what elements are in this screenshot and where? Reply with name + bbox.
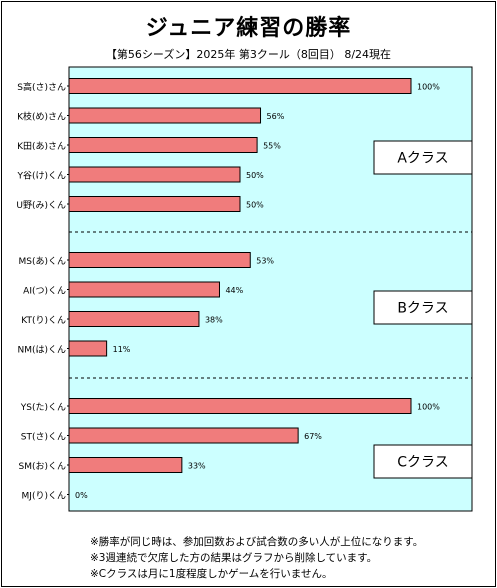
bar (68, 311, 200, 327)
data-label: 38% (205, 316, 223, 325)
footnote: ※勝率が同じ時は、参加回数および試合数の多い人が上位になります。 (90, 536, 424, 548)
data-label: 0% (75, 491, 88, 500)
category-label: K田(あ)さん (17, 141, 66, 152)
category-label: SM(お)くん (18, 461, 66, 472)
category-label: K枝(め)さん (17, 111, 66, 123)
data-label: 44% (225, 286, 243, 295)
category-label: MJ(り)くん (22, 491, 66, 502)
data-label: 100% (417, 403, 440, 412)
footnote: ※3週連続で欠席した方の結果はグラフから削除しています。 (90, 552, 378, 564)
footnote: ※Cクラスは月に1度程度しかゲームを行いません。 (90, 568, 333, 580)
data-label: 56% (267, 112, 285, 121)
class-label: Cクラス (397, 455, 449, 471)
category-label: ST(さ)くん (21, 432, 66, 443)
category-label: AI(つ)くん (23, 286, 66, 297)
category-label: Y谷(け)くん (16, 171, 66, 182)
bar (68, 281, 220, 298)
bar (68, 427, 299, 444)
footnotes: ※勝率が同じ時は、参加回数および試合数の多い人が上位になります。 ※3週連続で欠… (90, 534, 423, 582)
category-label: U野(み)くん (16, 200, 66, 211)
data-label: 55% (263, 142, 281, 151)
bar (68, 398, 412, 414)
bar (68, 107, 262, 124)
category-label: MS(あ)くん (18, 256, 66, 267)
data-label: 50% (246, 171, 264, 180)
class-label-box (373, 290, 473, 325)
bar (68, 340, 108, 357)
category-label: YS(た)くん (20, 402, 66, 413)
bar (68, 166, 241, 183)
data-label: 33% (188, 462, 206, 471)
category-label: NM(は)くん (17, 345, 66, 356)
data-label: 50% (246, 201, 264, 210)
data-label: 100% (417, 83, 440, 92)
class-label-box (373, 444, 473, 479)
category-label: S高(さ)さん (17, 81, 66, 93)
class-label: Aクラス (397, 151, 448, 167)
data-label: 67% (304, 432, 322, 441)
bar (68, 196, 241, 212)
category-label: KT(り)くん (21, 315, 66, 326)
bar (68, 252, 251, 268)
class-label-box (373, 140, 473, 175)
data-label: 53% (256, 257, 274, 266)
bar (68, 137, 258, 153)
class-label: Bクラス (397, 301, 448, 317)
bar (68, 78, 412, 94)
chart-title: ジュニア練習の勝率 (145, 16, 352, 41)
data-label: 11% (113, 345, 131, 354)
bar (68, 457, 183, 473)
chart-subtitle: 【第56シーズン】2025年 第3クール（8回目） 8/24現在 (105, 48, 392, 61)
